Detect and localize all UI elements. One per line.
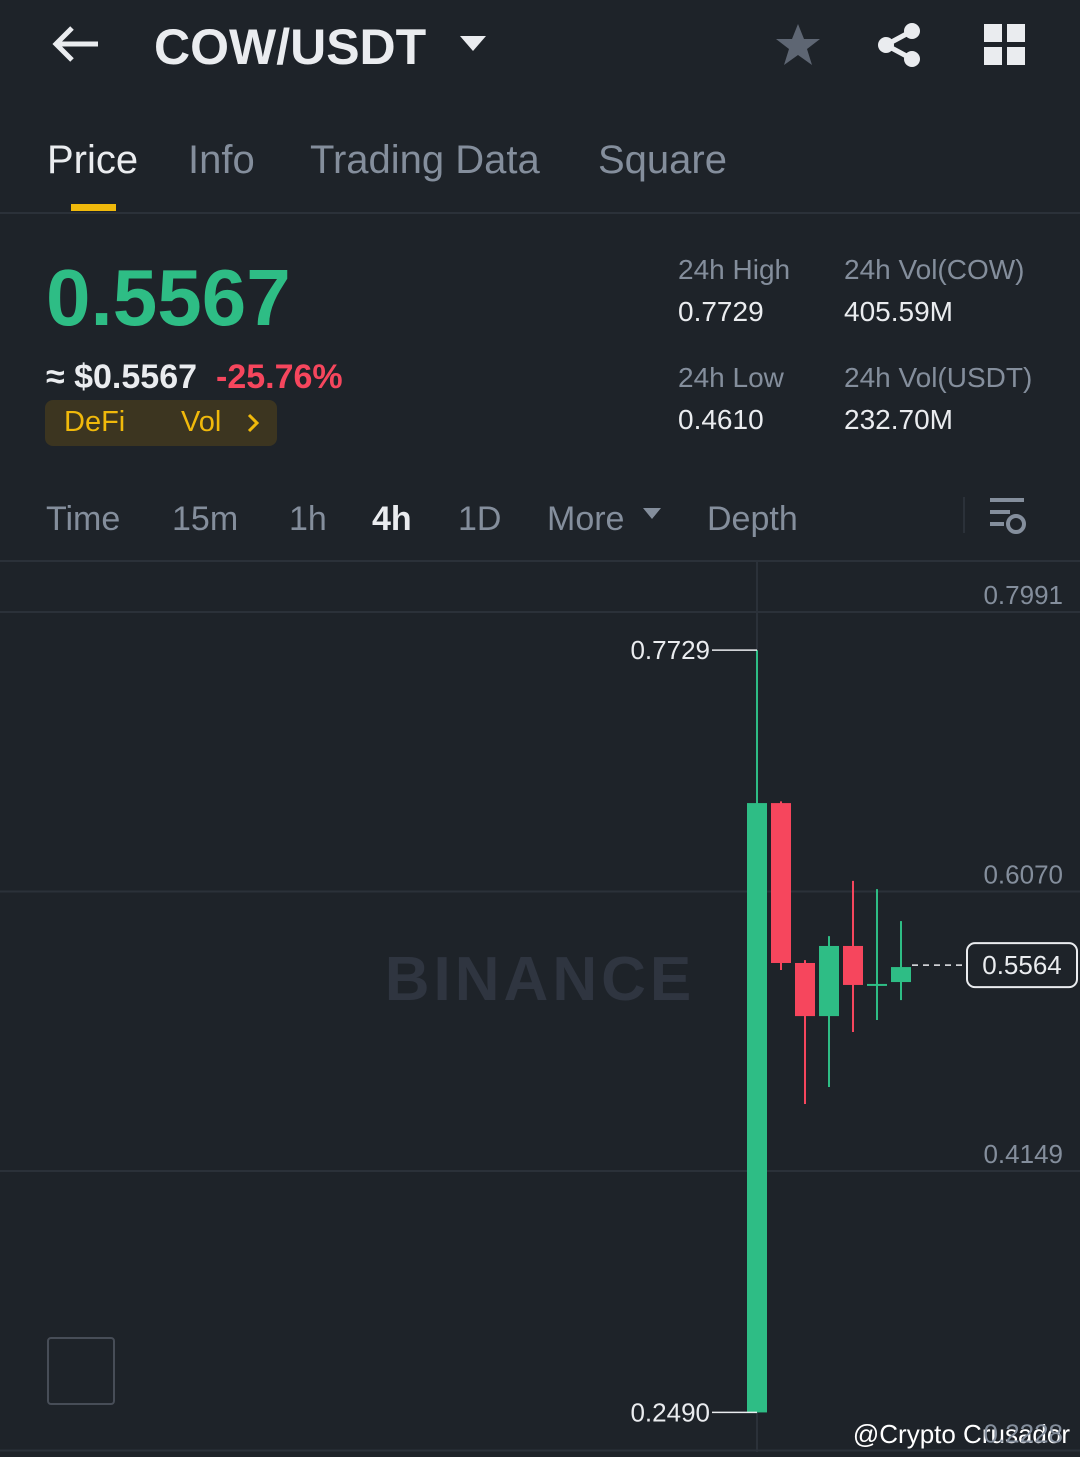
candle-body	[819, 945, 839, 1017]
interval[interactable]: 15m	[172, 500, 239, 538]
candle-body	[891, 967, 911, 983]
divider	[0, 212, 1080, 214]
y-tick-label: 0.2228	[983, 1419, 1063, 1449]
favorite-icon[interactable]	[774, 22, 822, 68]
price-change: -25.76%	[216, 358, 343, 396]
tab[interactable]: Trading Data	[310, 138, 540, 182]
interval[interactable]: More	[547, 500, 625, 538]
stat-label: 24h Vol(COW)	[844, 254, 1025, 285]
stat-value: 0.7729	[678, 296, 764, 327]
candle-body	[795, 962, 815, 1017]
pair-dropdown[interactable]	[458, 34, 488, 54]
candle-body	[771, 803, 791, 963]
tab[interactable]: Price	[47, 138, 139, 182]
stat-value: 405.59M	[844, 296, 953, 327]
menu-icon[interactable]	[984, 24, 1026, 66]
interval[interactable]: 4h	[372, 500, 412, 538]
y-tick-label: 0.6070	[983, 860, 1063, 890]
last-price-label: 0.5564	[982, 950, 1062, 980]
annotation-label: 0.7729	[630, 635, 710, 665]
stat-label: 24h Vol(USDT)	[844, 362, 1033, 393]
tab[interactable]: Info	[188, 138, 255, 182]
settings-icon[interactable]	[988, 496, 1028, 536]
watermark: @Crypto Crusador	[853, 1419, 1070, 1449]
watermark: BINANCE	[385, 945, 695, 1014]
interval[interactable]: Depth	[707, 500, 798, 538]
interval[interactable]: Time	[46, 500, 121, 538]
stat-label: 24h Low	[678, 362, 784, 393]
candle-body	[843, 945, 863, 985]
tab-indicator	[71, 204, 116, 211]
tag[interactable]: DeFi	[64, 406, 126, 438]
divider	[0, 560, 1080, 562]
interval[interactable]: 1D	[458, 500, 502, 538]
candle-body	[867, 983, 887, 986]
last-price-box	[966, 942, 1078, 989]
stat-value: 232.70M	[844, 404, 953, 435]
stat-value: 0.4610	[678, 404, 764, 435]
stat-label: 24h High	[678, 254, 791, 285]
expand-button[interactable]	[47, 1337, 115, 1405]
chevron	[247, 413, 260, 433]
candle-body	[747, 803, 767, 1413]
usd-price: ≈ $0.5567	[46, 358, 198, 396]
divider	[963, 497, 965, 533]
interval[interactable]: 1h	[289, 500, 327, 538]
back-button[interactable]	[50, 24, 102, 64]
pair-title[interactable]: COW/USDT	[154, 19, 427, 75]
last-price: 0.5567	[46, 253, 291, 342]
share-icon[interactable]	[876, 22, 922, 68]
more-dropdown[interactable]	[642, 507, 662, 521]
tag[interactable]: Vol	[181, 406, 222, 438]
tag-box[interactable]	[45, 400, 277, 446]
y-tick-label: 0.7991	[983, 580, 1063, 610]
annotation-label: 0.2490	[630, 1397, 710, 1427]
y-tick-label: 0.4149	[983, 1139, 1063, 1169]
tab[interactable]: Square	[598, 138, 727, 182]
